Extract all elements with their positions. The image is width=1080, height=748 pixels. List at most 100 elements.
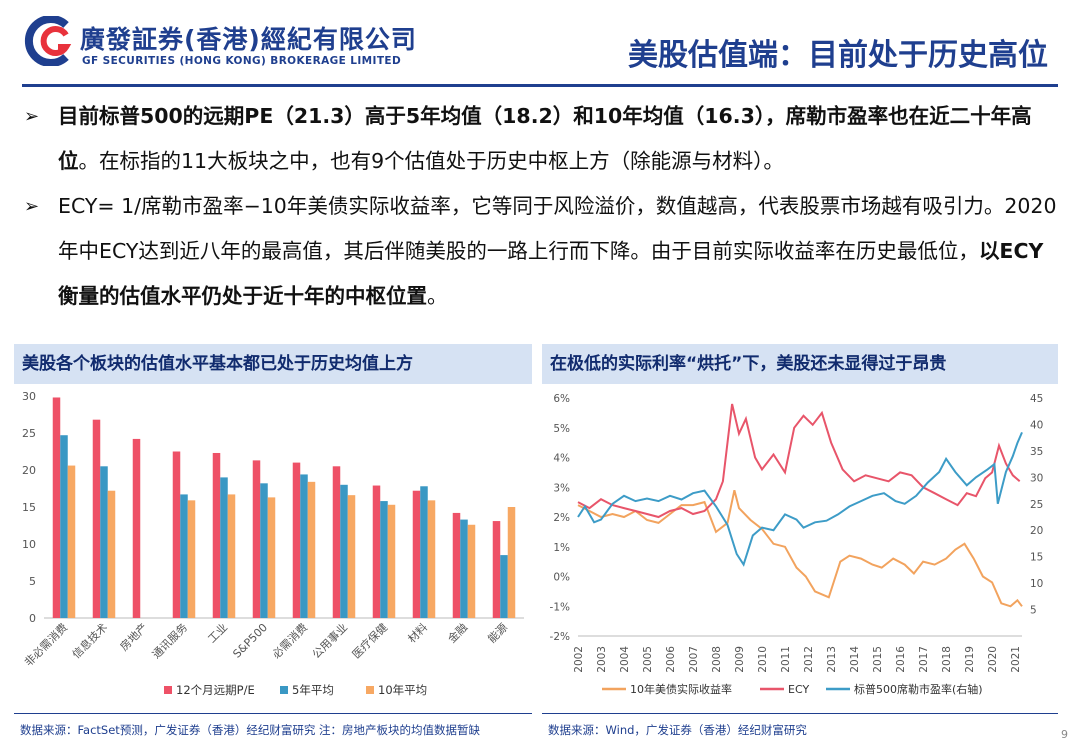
x-tick-label: 能源 <box>485 620 510 645</box>
right-source-note: 数据来源：Wind，广发证券（香港）经纪财富研究 <box>548 723 807 737</box>
x-tick-label: 2010 <box>757 646 769 673</box>
x-tick-label: 2019 <box>964 646 976 673</box>
bullet-text: 。在标指的11大板块之中，也有9个估值处于历史中枢上方（除能源与材料）。 <box>78 149 784 173</box>
left-source-note: 数据来源：FactSet预测，广发证券（香港）经纪财富研究 注：房地产板块的均值… <box>20 723 480 737</box>
y-left-tick-label: 6% <box>553 393 570 405</box>
bar-金融 <box>460 519 468 618</box>
x-tick-label: 2021 <box>1010 646 1022 673</box>
bullet-arrow-icon: ➢ <box>24 196 40 217</box>
x-tick-label: 非必需消费 <box>21 620 70 669</box>
y-left-tick-label: 2% <box>553 512 570 524</box>
y-tick-label: 30 <box>22 390 36 403</box>
legend-label: ECY <box>788 683 809 696</box>
x-tick-label: 2016 <box>895 646 907 673</box>
series-line-10年美债实际收益率 <box>577 489 1023 608</box>
series-line-ECY <box>577 403 1021 519</box>
bar-S&P500 <box>260 483 268 618</box>
series-line-标普500席勒市盈率(右轴) <box>577 432 1023 567</box>
bar-能源 <box>507 507 516 618</box>
bar-医疗保健 <box>387 504 396 618</box>
y-tick-label: 5 <box>29 575 36 588</box>
bar-必需消费 <box>307 481 316 618</box>
brand-name-en: GF SECURITIES (HONG KONG) BROKERAGE LIMI… <box>82 55 402 67</box>
x-tick-label: 金融 <box>445 620 470 645</box>
bar-通讯服务 <box>172 451 181 618</box>
y-right-tick-label: 15 <box>1030 552 1043 564</box>
bar-信息技术 <box>92 419 101 618</box>
y-right-tick-label: 10 <box>1030 578 1043 590</box>
x-tick-label: 材料 <box>405 620 430 645</box>
x-tick-label: 2004 <box>619 646 631 673</box>
bar-材料 <box>412 490 421 618</box>
bar-金融 <box>452 512 461 618</box>
left-source-divider <box>14 713 532 714</box>
y-tick-label: 25 <box>22 427 36 440</box>
y-left-tick-label: 0% <box>553 572 570 584</box>
x-tick-label: S&P500 <box>230 621 270 661</box>
y-left-tick-label: -2% <box>550 631 570 643</box>
x-tick-label: 工业 <box>205 621 230 646</box>
bullet-list: ➢ 目前标普500的远期PE（21.3）高于5年均值（18.2）和10年均值（1… <box>22 94 1058 319</box>
legend-label: 标普500席勒市盈率(右轴) <box>854 682 983 696</box>
bar-非必需消费 <box>52 397 61 618</box>
bar-通讯服务 <box>187 500 196 618</box>
x-tick-label: 通讯服务 <box>150 621 190 661</box>
x-tick-label: 医疗保健 <box>349 620 390 661</box>
bullet-text-bold: 目前标普500的远期PE（21.3）高于5年均值（18.2）和10年均值（16.… <box>58 104 1032 173</box>
y-right-tick-label: 40 <box>1030 419 1043 431</box>
x-tick-label: 2017 <box>918 646 930 673</box>
x-tick-label: 信息技术 <box>69 620 110 661</box>
y-left-tick-label: 4% <box>553 453 570 465</box>
bullet-arrow-icon: ➢ <box>24 106 40 127</box>
bar-通讯服务 <box>180 494 188 618</box>
legend-swatch <box>164 686 172 694</box>
bar-工业 <box>227 494 236 618</box>
x-tick-label: 2002 <box>573 646 585 673</box>
bar-能源 <box>500 555 508 618</box>
brand-name-cn: 廣發証券(香港)經紀有限公司 <box>80 25 417 54</box>
x-tick-label: 2015 <box>872 646 884 673</box>
x-tick-label: 2012 <box>803 646 815 673</box>
x-tick-label: 2003 <box>596 646 608 673</box>
bar-工业 <box>212 452 221 618</box>
bar-房地产 <box>132 438 141 618</box>
bar-S&P500 <box>267 497 276 618</box>
y-left-tick-label: -1% <box>550 601 570 613</box>
page-number: 9 <box>1061 728 1068 741</box>
bar-材料 <box>420 486 428 618</box>
bar-公用事业 <box>340 484 348 618</box>
bullet-text: 。 <box>427 284 448 308</box>
legend-label: 10年平均 <box>378 683 427 697</box>
legend-swatch <box>280 686 288 694</box>
legend-label: 12个月远期P/E <box>176 683 255 697</box>
bar-能源 <box>492 521 501 618</box>
bar-S&P500 <box>252 460 261 618</box>
x-tick-label: 2013 <box>826 646 838 673</box>
y-left-tick-label: 1% <box>553 542 570 554</box>
x-tick-label: 公用事业 <box>310 621 350 661</box>
x-tick-label: 2018 <box>941 646 953 673</box>
x-tick-label: 2020 <box>987 646 999 673</box>
bar-非必需消费 <box>60 435 68 618</box>
x-tick-label: 2008 <box>711 646 723 673</box>
bullet-text: ECY= 1/席勒市盈率−10年美债实际收益率，它等同于风险溢价，数值越高，代表… <box>58 194 1057 263</box>
y-right-tick-label: 5 <box>1030 605 1037 617</box>
bar-非必需消费 <box>67 465 76 618</box>
x-tick-label: 2005 <box>642 646 654 673</box>
y-tick-label: 20 <box>22 464 36 477</box>
header-divider <box>22 84 1058 87</box>
right-source-divider <box>542 713 1058 714</box>
ecy-line-chart: -2% -1% 0% 1% 2% 3% 4% 5% 6% 5 10 15 20 25 30 35 40 45 200… <box>550 393 1044 696</box>
bar-金融 <box>467 524 476 618</box>
x-tick-label: 必需消费 <box>269 620 310 661</box>
sector-pe-bar-chart: 0 5 10 15 20 25 30 非必需消费 信息技术 房地产 通讯服务 工业 S&P500 必需消费… <box>21 390 524 697</box>
bar-必需消费 <box>292 462 301 618</box>
bullet-item: ➢ ECY= 1/席勒市盈率−10年美债实际收益率，它等同于风险溢价，数值越高，… <box>22 184 1058 319</box>
bullet-item: ➢ 目前标普500的远期PE（21.3）高于5年均值（18.2）和10年均值（1… <box>22 94 1058 184</box>
bar-信息技术 <box>107 490 116 618</box>
legend-swatch <box>366 686 374 694</box>
legend-label: 10年美债实际收益率 <box>630 682 732 696</box>
bar-医疗保健 <box>380 501 388 618</box>
x-tick-label: 2014 <box>849 646 861 673</box>
y-right-tick-label: 30 <box>1030 472 1043 484</box>
